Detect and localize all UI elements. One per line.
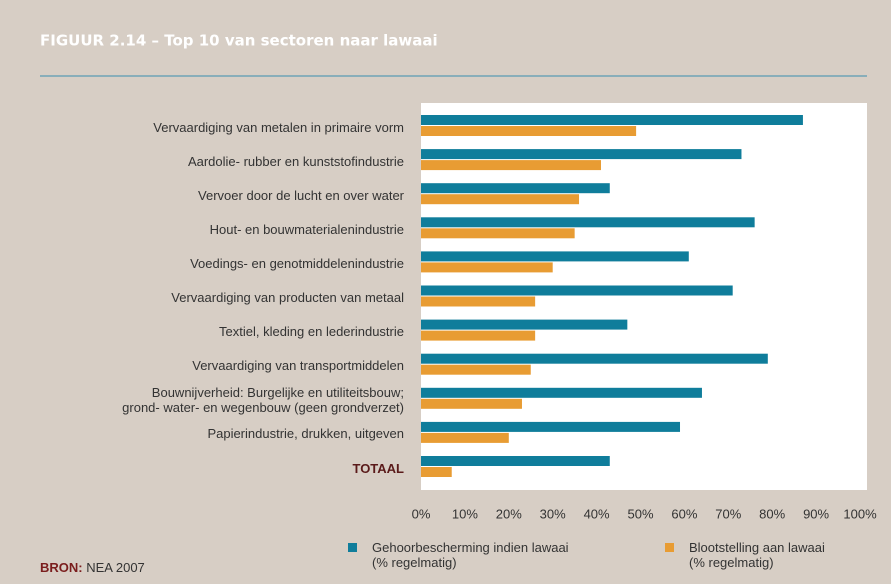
source-label: BRON:: [40, 560, 83, 575]
bar: [421, 319, 628, 330]
chart-title: FIGUUR 2.14 – Top 10 van sectoren naar l…: [40, 32, 438, 50]
y-tick-label: Aardolie- rubber en kunststofindustrie: [187, 153, 404, 169]
x-tick-label: 20%: [496, 506, 522, 521]
bar: [421, 456, 610, 466]
y-tick-label: TOTAAL: [352, 460, 404, 476]
bar: [421, 285, 733, 296]
x-tick-label: 50%: [627, 506, 653, 521]
y-tick-label: Voedings- en genotmiddelenindustrie: [190, 255, 404, 271]
y-tick-label: Vervaardiging van producten van metaal: [171, 290, 404, 305]
y-tick-label: Textiel, kleding en lederindustrie: [219, 324, 404, 340]
bar: [421, 217, 755, 228]
source: BRON: NEA 2007: [40, 560, 145, 575]
y-tick-label: Vervaardiging van transportmiddelen: [192, 358, 404, 374]
legend-swatch: [348, 543, 357, 552]
bar: [421, 330, 536, 341]
legend-label: Gehoorbescherming indien lawaai (% regel…: [372, 540, 569, 570]
bar: [421, 228, 575, 239]
bar: [421, 126, 637, 136]
bar: [421, 432, 509, 443]
source-text: NEA 2007: [86, 560, 145, 575]
legend-swatch: [665, 543, 674, 552]
bar: [421, 296, 536, 307]
bar: [421, 160, 601, 171]
y-tick-label: Papierindustrie, drukken, uitgeven: [207, 426, 404, 442]
y-tick-label: Hout- en bouwmaterialenindustrie: [209, 221, 404, 237]
bar: [421, 262, 553, 273]
x-tick-label: 40%: [584, 506, 610, 521]
bar: [421, 364, 531, 375]
bar: [421, 194, 580, 205]
bar: [421, 421, 681, 432]
x-tick-label: 100%: [843, 506, 877, 521]
bar: [421, 353, 768, 364]
bar: [421, 149, 742, 160]
x-tick-label: 60%: [671, 506, 697, 521]
legend-label: Blootstelling aan lawaai (% regelmatig): [689, 540, 825, 570]
x-tick-label: 30%: [540, 506, 566, 521]
y-tick-label: Bouwnijverheid: Burgelijke en utiliteits…: [122, 384, 404, 415]
x-tick-label: 70%: [715, 506, 741, 521]
bar: [421, 467, 452, 477]
x-tick-label: 90%: [803, 506, 829, 521]
bar: [421, 115, 803, 125]
y-tick-label: Vervaardiging van metalen in primaire vo…: [153, 119, 404, 135]
x-tick-label: 80%: [759, 506, 785, 521]
x-tick-label: 0%: [412, 506, 431, 521]
bar: [421, 387, 702, 398]
bar: [421, 251, 689, 262]
bar: [421, 183, 610, 194]
y-tick-label: Vervoer door de lucht en over water: [198, 187, 404, 203]
x-tick-label: 10%: [452, 506, 478, 521]
bar: [421, 398, 522, 409]
